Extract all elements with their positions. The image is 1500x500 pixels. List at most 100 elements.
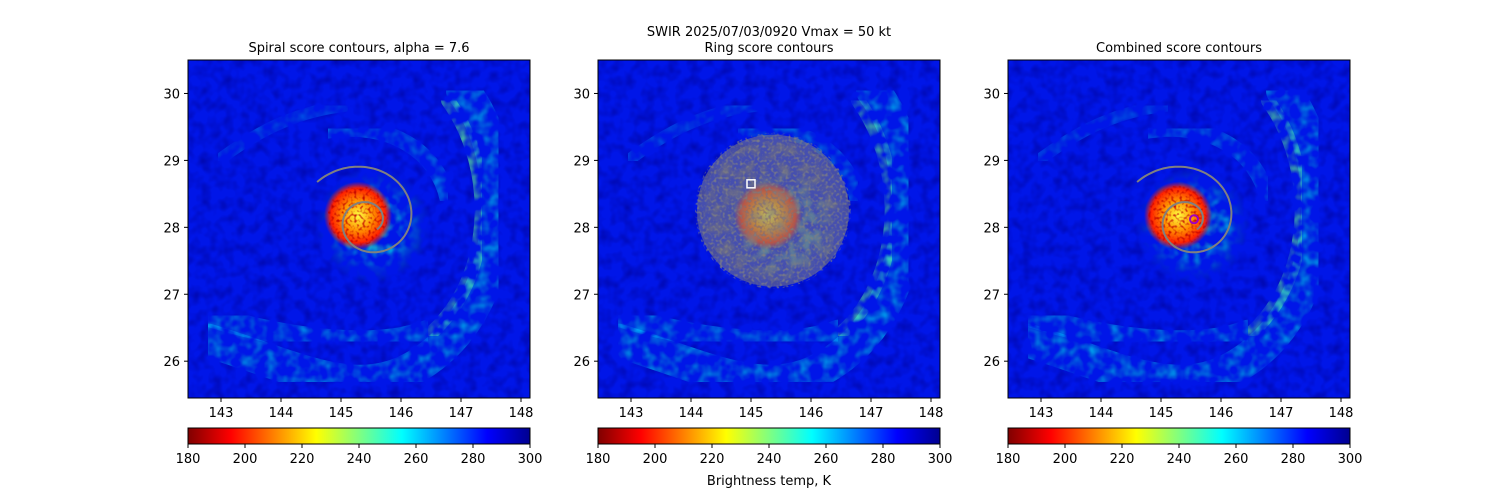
y-tick-label: 28 [573, 221, 590, 236]
colorbar-tick-label: 300 [518, 452, 543, 467]
y-tick-label: 29 [983, 154, 1000, 169]
colorbar-tick-label: 240 [347, 452, 372, 467]
axes-frame [597, 59, 941, 399]
rainband [197, 304, 439, 353]
rainband [1017, 304, 1259, 353]
x-tick-label: 148 [919, 406, 944, 421]
colorbar: 180 200 220 240 260 280 300 [176, 427, 543, 467]
colorbar-tick-label: 180 [176, 452, 201, 467]
rainband [1140, 120, 1276, 209]
rainband [1011, 73, 1336, 398]
x-tick-label: 148 [1329, 406, 1354, 421]
x-tick-label: 144 [679, 406, 704, 421]
y-tick-label: 27 [573, 288, 590, 303]
panel-title: Ring score contours [704, 41, 833, 56]
y-tick-label: 30 [983, 87, 1000, 102]
colorbar-tick-label: 180 [996, 452, 1021, 467]
x-tick-label: 147 [449, 406, 474, 421]
colorbar-tick-label: 260 [1224, 452, 1249, 467]
panel-title: Spiral score contours, alpha = 7.6 [248, 41, 469, 56]
colorbar-scale [1007, 427, 1351, 445]
rainband [1032, 99, 1174, 167]
axis-ticks: 143 144 145 146 147 148 26 27 28 29 30 [983, 87, 1353, 421]
colorbar: 180 200 220 240 260 280 300 [996, 427, 1363, 467]
y-tick-label: 29 [573, 154, 590, 169]
rainband [622, 99, 764, 167]
y-tick-label: 27 [163, 288, 180, 303]
y-tick-label: 28 [983, 221, 1000, 236]
y-tick-label: 26 [163, 355, 180, 370]
x-tick-label: 145 [739, 406, 764, 421]
y-tick-label: 30 [573, 87, 590, 102]
colorbar-tick-label: 200 [233, 452, 258, 467]
rainband [421, 93, 489, 343]
x-tick-label: 146 [799, 406, 824, 421]
spiral-contour [316, 165, 413, 254]
x-tick-label: 145 [329, 406, 354, 421]
y-tick-label: 30 [163, 87, 180, 102]
figure-suptitle: SWIR 2025/07/03/0920 Vmax = 50 kt [647, 25, 891, 40]
x-tick-label: 148 [509, 406, 534, 421]
y-tick-label: 26 [983, 355, 1000, 370]
panel-ring: Ring score contours 143 144 145 146 147 148 26… [573, 41, 952, 467]
center-marker [746, 179, 756, 189]
convective-speckle [328, 185, 388, 246]
rainband [212, 99, 354, 167]
colorbar-tick-label: 240 [757, 452, 782, 467]
colorbar: 180 200 220 240 260 280 300 [586, 427, 953, 467]
x-tick-label: 144 [1089, 406, 1114, 421]
colorbar-tick-label: 260 [404, 452, 429, 467]
colorbar-scale [597, 427, 941, 445]
rainband [1241, 93, 1309, 343]
rainband [831, 93, 899, 343]
rainband [320, 120, 456, 209]
x-tick-label: 147 [1269, 406, 1294, 421]
spiral-contour [1136, 165, 1233, 254]
convective-speckle [1148, 185, 1208, 246]
axes-frame [187, 59, 531, 399]
axis-ticks: 143 144 145 146 147 148 26 27 28 29 30 [163, 87, 533, 421]
rainband [191, 73, 516, 398]
colorbar-tick-label: 200 [1053, 452, 1078, 467]
y-tick-label: 28 [163, 221, 180, 236]
heatmap [598, 60, 940, 398]
x-tick-label: 143 [1029, 406, 1054, 421]
rainband [607, 304, 849, 353]
ring-region-texture [703, 140, 843, 281]
panel-combined: Combined score contours 143 144 145 146 147 1… [983, 41, 1362, 467]
y-tick-label: 29 [163, 154, 180, 169]
center-marker [1189, 214, 1199, 225]
rainband [601, 73, 926, 398]
y-tick-label: 27 [983, 288, 1000, 303]
colorbar-tick-label: 240 [1167, 452, 1192, 467]
panel-spiral: Spiral score contours, alpha = 7.6 143 14… [163, 41, 542, 467]
axis-ticks: 143 144 145 146 147 148 26 27 28 29 30 [573, 87, 943, 421]
rainband [730, 120, 866, 209]
x-tick-label: 146 [389, 406, 414, 421]
colorbar-tick-label: 220 [290, 452, 315, 467]
x-tick-label: 143 [619, 406, 644, 421]
colorbar-label: Brightness temp, K [707, 474, 832, 489]
colorbar-tick-label: 280 [461, 452, 486, 467]
colorbar-tick-label: 260 [814, 452, 839, 467]
x-tick-label: 146 [1209, 406, 1234, 421]
colorbar-tick-label: 280 [871, 452, 896, 467]
heatmap [188, 60, 530, 398]
colorbar-tick-label: 200 [643, 452, 668, 467]
heatmap [1008, 60, 1350, 398]
x-tick-label: 147 [859, 406, 884, 421]
panel-title: Combined score contours [1096, 41, 1262, 56]
x-tick-label: 143 [209, 406, 234, 421]
x-tick-label: 145 [1149, 406, 1174, 421]
colorbar-tick-label: 300 [1338, 452, 1363, 467]
colorbar-tick-label: 180 [586, 452, 611, 467]
colorbar-tick-label: 300 [928, 452, 953, 467]
y-tick-label: 26 [573, 355, 590, 370]
colorbar-tick-label: 280 [1281, 452, 1306, 467]
colorbar-tick-label: 220 [700, 452, 725, 467]
colorbar-scale [187, 427, 531, 445]
axes-frame [1007, 59, 1351, 399]
x-tick-label: 144 [269, 406, 294, 421]
colorbar-tick-label: 220 [1110, 452, 1135, 467]
